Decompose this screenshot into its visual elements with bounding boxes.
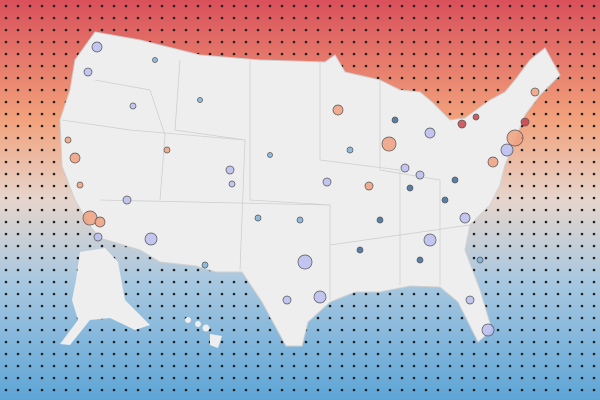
city-marker — [76, 181, 84, 189]
city-marker — [144, 232, 158, 246]
city-marker — [201, 261, 209, 269]
city-marker — [332, 104, 344, 116]
city-marker — [481, 323, 495, 337]
city-marker — [406, 184, 414, 192]
city-marker — [322, 177, 332, 187]
hawaii — [185, 317, 222, 348]
city-marker — [225, 165, 235, 175]
city-markers — [64, 41, 540, 337]
city-marker — [254, 214, 262, 222]
city-marker — [506, 129, 524, 147]
city-marker — [267, 152, 273, 158]
city-marker — [91, 41, 103, 53]
city-marker — [476, 256, 484, 264]
city-marker — [465, 295, 475, 305]
city-marker — [129, 102, 137, 110]
city-marker — [356, 246, 364, 254]
city-marker — [94, 216, 106, 228]
island — [195, 321, 201, 327]
island — [185, 317, 191, 323]
city-marker — [152, 57, 158, 63]
city-marker — [400, 163, 410, 173]
city-marker — [64, 136, 72, 144]
city-marker — [282, 295, 292, 305]
city-marker — [415, 170, 425, 180]
city-marker — [424, 127, 436, 139]
city-marker — [346, 146, 354, 154]
city-marker — [122, 195, 132, 205]
city-marker — [520, 117, 530, 127]
city-marker — [441, 196, 449, 204]
city-marker — [500, 143, 514, 157]
city-marker — [457, 119, 467, 129]
us-mainland — [59, 31, 561, 347]
city-marker — [416, 256, 424, 264]
city-marker — [69, 152, 81, 164]
state-borders — [61, 59, 471, 300]
border — [319, 62, 401, 285]
city-marker — [197, 97, 203, 103]
city-marker — [364, 181, 374, 191]
border — [174, 59, 246, 271]
city-marker — [472, 113, 480, 121]
city-marker — [297, 254, 313, 270]
city-marker — [93, 232, 103, 242]
city-marker — [530, 87, 540, 97]
city-marker — [376, 216, 384, 224]
city-marker — [296, 216, 304, 224]
border — [94, 79, 166, 201]
border — [249, 60, 331, 300]
border — [379, 80, 441, 285]
border — [61, 119, 471, 246]
city-marker — [381, 136, 397, 152]
city-marker — [163, 146, 171, 154]
island — [210, 334, 222, 348]
city-marker — [313, 290, 327, 304]
alaska — [60, 248, 150, 345]
city-marker — [391, 116, 399, 124]
city-marker — [83, 67, 93, 77]
city-marker — [451, 176, 459, 184]
city-marker — [423, 233, 437, 247]
city-marker — [459, 212, 471, 224]
city-marker — [228, 180, 236, 188]
island — [202, 324, 210, 332]
city-marker — [487, 156, 499, 168]
